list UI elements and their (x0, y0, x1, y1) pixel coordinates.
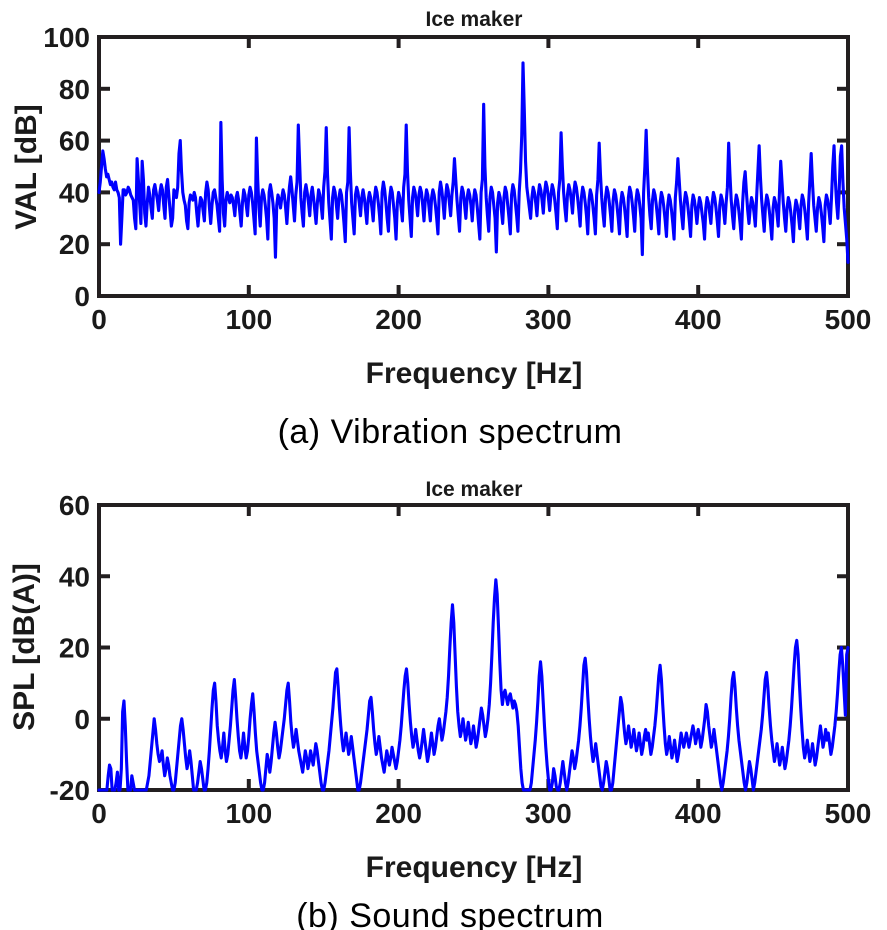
x-tick-label: 0 (91, 304, 107, 335)
plot-area-a: 0 20 40 60 80 100 0 100 200 300 400 500 (43, 22, 871, 335)
y-tick-label: 100 (43, 22, 90, 53)
panel-vibration-spectrum: Ice maker 0 20 40 60 80 100 0 100 200 300 400 500 … (10, 8, 871, 451)
x-tick-label: 0 (91, 798, 107, 829)
data-series-line-b (97, 578, 850, 792)
x-tick-label: 400 (675, 798, 722, 829)
y-tick-label: 60 (59, 490, 90, 521)
chart-title-a: Ice maker (426, 8, 523, 31)
x-tick-labels-a: 0 100 200 300 400 500 (91, 304, 871, 335)
y-tick-label: 0 (74, 281, 90, 312)
axis-frame-b (97, 503, 850, 792)
y-tick-marks-b (99, 574, 848, 721)
x-axis-title-b: Frequency [Hz] (366, 851, 583, 884)
y-tick-label: 60 (59, 126, 90, 157)
x-tick-label: 300 (525, 304, 572, 335)
chart-title-b: Ice maker (426, 478, 523, 501)
x-tick-label: 500 (825, 798, 872, 829)
x-tick-label: 300 (525, 798, 572, 829)
x-tick-label: 100 (225, 304, 272, 335)
axis-frame-a (97, 35, 850, 298)
x-tick-label: 100 (225, 798, 272, 829)
y-tick-label: 80 (59, 74, 90, 105)
y-tick-label: 40 (59, 561, 90, 592)
x-axis-title-a: Frequency [Hz] (366, 357, 583, 390)
y-axis-title-a: VAL [dB] (10, 104, 43, 230)
data-series-line-a (97, 61, 850, 264)
x-tick-label: 400 (675, 304, 722, 335)
y-tick-label: 40 (59, 177, 90, 208)
y-tick-labels-a: 0 20 40 60 80 100 (43, 22, 90, 312)
y-tick-label: -20 (50, 775, 90, 806)
caption-a: (a) Vibration spectrum (278, 413, 623, 451)
caption-b: (b) Sound spectrum (296, 897, 604, 930)
panel-sound-spectrum: Ice maker -20 0 20 40 60 0 100 200 300 400 500 Fr… (0, 465, 887, 930)
x-tick-label: 200 (375, 304, 422, 335)
x-tick-label: 500 (825, 304, 872, 335)
y-axis-title-b: SPL [dB(A)] (8, 563, 41, 731)
y-tick-label: 0 (74, 704, 90, 735)
y-tick-label: 20 (59, 633, 90, 664)
x-tick-labels-b: 0 100 200 300 400 500 (91, 798, 871, 829)
x-tick-label: 200 (375, 798, 422, 829)
y-tick-label: 20 (59, 229, 90, 260)
x-tick-marks-a (246, 37, 701, 296)
y-tick-labels-b: -20 0 20 40 60 (50, 490, 90, 806)
